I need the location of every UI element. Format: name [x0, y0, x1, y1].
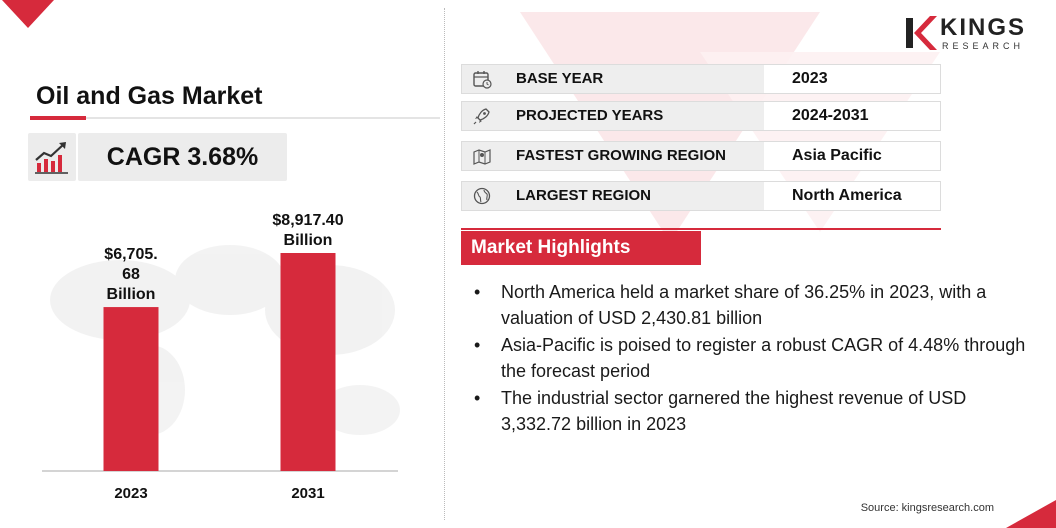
- calendar-clock-icon: [462, 65, 502, 93]
- market-highlights-header: Market Highlights: [461, 231, 701, 265]
- growth-chart-icon: [28, 133, 76, 181]
- world-map-background: [50, 245, 400, 435]
- bar-data-label: $8,917.40: [272, 212, 343, 229]
- corner-decoration: [2, 0, 54, 28]
- info-value: North America: [792, 187, 902, 204]
- bar-chart: $6,705. 68 Billion 2023 $8,917.40 Billion 2031: [42, 212, 400, 502]
- x-tick-label: 2031: [291, 485, 324, 502]
- list-item: Asia-Pacific is poised to register a rob…: [474, 332, 1034, 384]
- logo-name: KINGS: [940, 14, 1027, 41]
- title-underline: [30, 117, 440, 119]
- info-value: 2024-2031: [792, 107, 869, 124]
- highlights-list: North America held a market share of 36.…: [474, 279, 1034, 438]
- bar-data-label: Billion: [107, 286, 156, 303]
- x-tick-label: 2023: [114, 485, 147, 502]
- info-label: LARGEST REGION: [516, 187, 652, 204]
- list-item: North America held a market share of 36.…: [474, 279, 1034, 331]
- info-label: PROJECTED YEARS: [516, 107, 664, 124]
- page-title: Oil and Gas Market: [36, 82, 263, 110]
- globe-icon: [462, 182, 502, 210]
- list-item: The industrial sector garnered the highe…: [474, 385, 1034, 437]
- info-value: 2023: [792, 70, 828, 87]
- bar-data-label: 68: [122, 266, 140, 283]
- info-row-projected-years: PROJECTED YEARS 2024-2031: [461, 101, 941, 131]
- kings-research-logo: KINGS RESEARCH: [904, 14, 1034, 54]
- bar-2023: [103, 307, 159, 471]
- bar-data-label: $6,705.: [104, 246, 157, 263]
- highlights-rule: [461, 228, 941, 230]
- panel-divider: [444, 8, 445, 520]
- kings-logo-mark-icon: [906, 16, 937, 50]
- rocket-icon: [462, 102, 502, 130]
- cagr-badge: CAGR 3.68%: [78, 133, 287, 181]
- bar-data-label: Billion: [284, 232, 333, 249]
- logo-subtitle: RESEARCH: [942, 41, 1025, 51]
- corner-decoration: [1006, 500, 1056, 528]
- source-note: Source: kingsresearch.com: [860, 502, 994, 514]
- info-value: Asia Pacific: [792, 147, 882, 164]
- info-label: FASTEST GROWING REGION: [516, 147, 727, 164]
- bar-2031: [280, 253, 336, 471]
- info-row-base-year: BASE YEAR 2023: [461, 64, 941, 94]
- info-row-largest-region: LARGEST REGION North America: [461, 181, 941, 211]
- info-label: BASE YEAR: [516, 70, 604, 87]
- title-underline-accent: [30, 116, 86, 120]
- region-map-icon: [462, 142, 502, 170]
- info-row-fastest-growing-region: FASTEST GROWING REGION Asia Pacific: [461, 141, 941, 171]
